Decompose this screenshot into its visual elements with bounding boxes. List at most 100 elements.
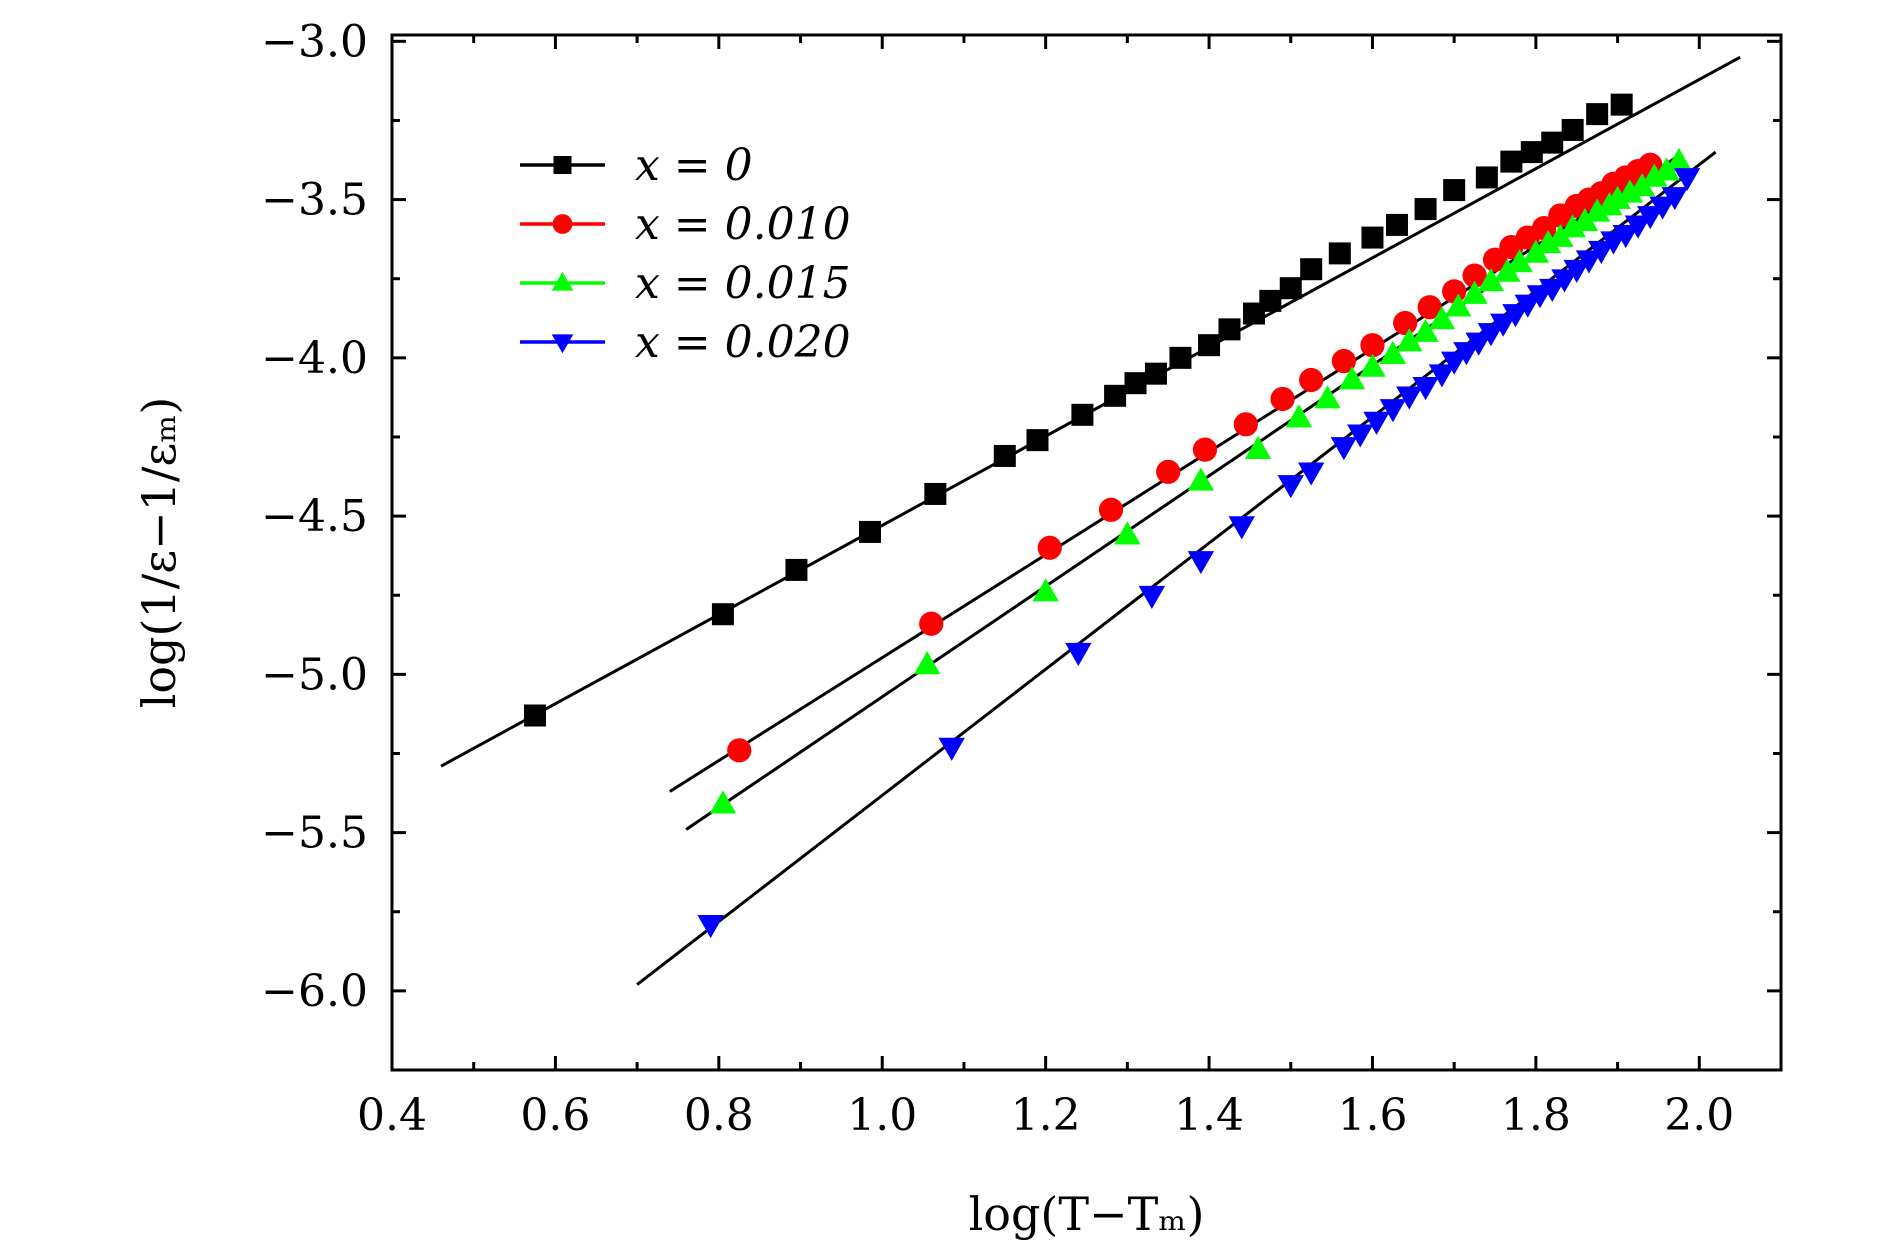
data-point [1417,295,1442,320]
data-point [1187,551,1215,575]
data-point [1445,293,1472,317]
data-point [1328,242,1351,265]
legend-marker-3 [551,271,574,291]
data-point [1453,342,1480,366]
data-point [858,520,881,543]
y-axis-label: log(1/ε−1/εₘ) [132,397,186,709]
data-point [1300,258,1323,281]
data-point [1114,521,1141,545]
data-point [1192,437,1218,462]
data-point [523,704,546,727]
data-point [709,790,737,814]
data-point [1561,118,1584,141]
x-tick-label: 0.6 [520,1090,590,1141]
data-point [938,737,965,761]
data-point [1490,313,1517,337]
data-point [1637,206,1664,230]
data-point [1534,230,1562,254]
data-point [1588,240,1615,264]
series-3-points [709,147,1693,814]
data-point [993,444,1016,467]
data-point [1104,384,1127,407]
data-point [1612,225,1639,249]
axis-ticks: 0.4 0.6 0.8 1.0 1.2 1.4 1.6 1.8 2.0 −6.0 −5.5 −5.0 −… [261,16,1783,1141]
y-tick-label: −4.0 [261,333,368,384]
data-point [1649,196,1676,220]
data-point [1541,131,1564,154]
data-point [1032,578,1059,602]
data-markers [523,93,1701,939]
series-2-points [727,152,1663,763]
data-point [1285,404,1313,428]
series-1-points [523,93,1633,727]
data-point [1575,250,1603,274]
data-point [1461,280,1488,304]
data-point [1198,334,1221,357]
data-point [711,603,734,626]
data-point [1169,346,1192,369]
data-point [1379,340,1407,365]
data-point [1233,412,1258,437]
data-point [1071,403,1094,426]
data-point [1477,268,1505,292]
y-tick-label: −4.5 [261,491,368,542]
data-point [1228,516,1255,540]
data-point [1412,376,1439,401]
data-point [1571,207,1599,232]
data-point [1385,213,1408,236]
data-point [1277,475,1304,499]
data-point [1297,462,1325,486]
data-point [1551,269,1578,293]
data-point [727,738,752,763]
legend-marker-1 [553,156,572,174]
data-point [1144,362,1167,385]
data-point [1363,411,1390,435]
data-point [1673,168,1701,192]
data-point [1653,157,1680,181]
y-tick-label: −5.0 [261,649,368,700]
data-point [1665,147,1693,171]
x-tick-label: 1.0 [847,1090,917,1141]
legend-label-3: x = 0.015 [635,258,851,309]
data-point [1624,215,1652,239]
data-point [1414,198,1437,221]
data-point [1156,459,1181,484]
data-point [1494,258,1521,282]
data-point [1338,366,1366,390]
data-point [1563,259,1590,283]
data-point [1583,198,1611,222]
x-tick-label: 1.4 [1174,1090,1244,1141]
data-point [1442,279,1467,304]
data-point [1347,424,1374,448]
data-point [1586,103,1609,126]
data-point [1379,399,1407,423]
data-point [1547,223,1574,247]
data-point [1124,372,1147,395]
data-point [1559,214,1586,238]
data-point [1412,318,1439,342]
data-point [919,611,944,636]
data-point [1299,367,1324,393]
data-point [1482,247,1508,272]
data-point [1616,179,1644,203]
data-point [1393,310,1418,336]
data-point [1279,277,1302,300]
data-point [1514,294,1541,318]
data-point [1462,263,1487,288]
data-point [1428,364,1456,388]
data-point [1628,173,1656,197]
legend-label-4: x = 0.020 [635,317,851,368]
y-tick-label: −6.0 [261,966,368,1017]
data-point [1465,332,1492,356]
x-tick-label: 2.0 [1664,1090,1734,1141]
data-point [785,558,808,581]
data-point [697,915,724,939]
data-point [1475,166,1498,189]
legend-label-1: x = 0 [635,140,753,191]
x-tick-label: 0.4 [357,1090,427,1141]
legend: x = 0 x = 0.010 x = 0.015 x = 0.020 [520,140,851,368]
data-point [1359,353,1386,377]
data-point [1270,386,1295,412]
data-point [1641,163,1668,187]
